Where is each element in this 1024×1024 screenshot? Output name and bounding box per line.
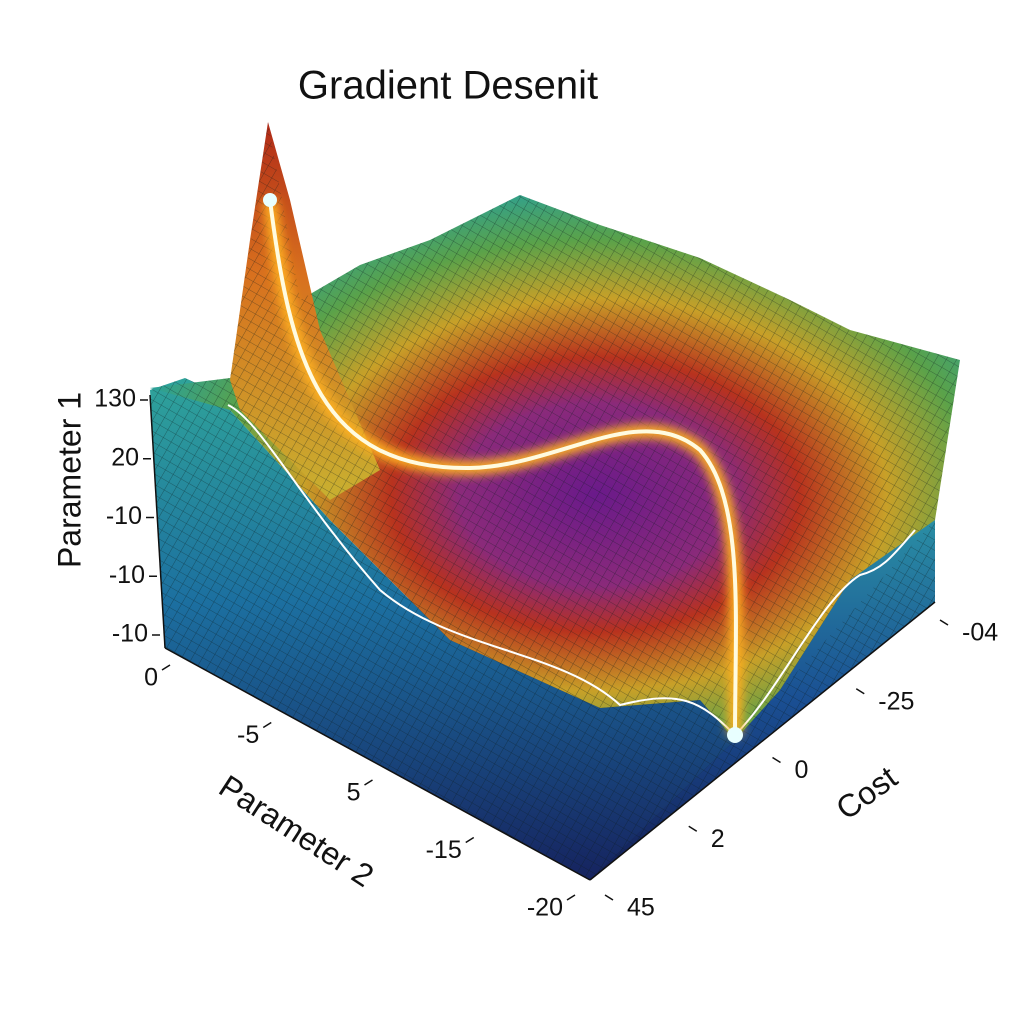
x-tick-label: -20 [527,894,563,922]
descent-path [268,199,738,736]
y-tick [939,619,949,626]
y-tick [855,688,865,695]
y-tick-label: -04 [962,619,998,647]
x-tick [161,664,171,671]
x-tick [364,779,373,786]
y-tick [604,894,614,901]
end-point [727,727,743,743]
y-tick-label: 45 [627,894,655,922]
x-tick-label: -5 [237,721,259,749]
right-wall [590,520,935,880]
x-tick-label: 0 [144,664,158,692]
z-tick-label: 20 [111,443,139,471]
y-tick [688,825,698,832]
surface [150,122,960,880]
chart-title: Gradient Desenit [298,64,598,108]
y-axis-label: Cost [829,759,903,827]
y-tick [772,756,781,764]
z-axis-label: Parameter 1 [51,392,87,568]
z-axis-line [149,394,166,649]
x-axis-line [164,647,591,881]
x-tick [262,721,272,729]
x-tick-label: 5 [347,779,361,807]
x-tick [566,894,576,901]
left-wall-mesh [150,378,935,880]
top-mesh [150,122,960,740]
z-tick-label: -10 [109,561,145,589]
z-tick-label: -10 [106,502,142,530]
y-tick-label: -25 [878,687,914,715]
x-tick-label: -15 [426,836,462,864]
start-point [263,193,277,207]
y-axis-line [589,601,936,881]
front-trace [227,404,916,737]
y-tick-label: 0 [795,756,809,784]
x-tick [465,836,475,844]
z-tick-label: -10 [112,620,148,648]
y-tick-label: 2 [711,825,725,853]
z-tick-label: 130 [94,385,136,413]
